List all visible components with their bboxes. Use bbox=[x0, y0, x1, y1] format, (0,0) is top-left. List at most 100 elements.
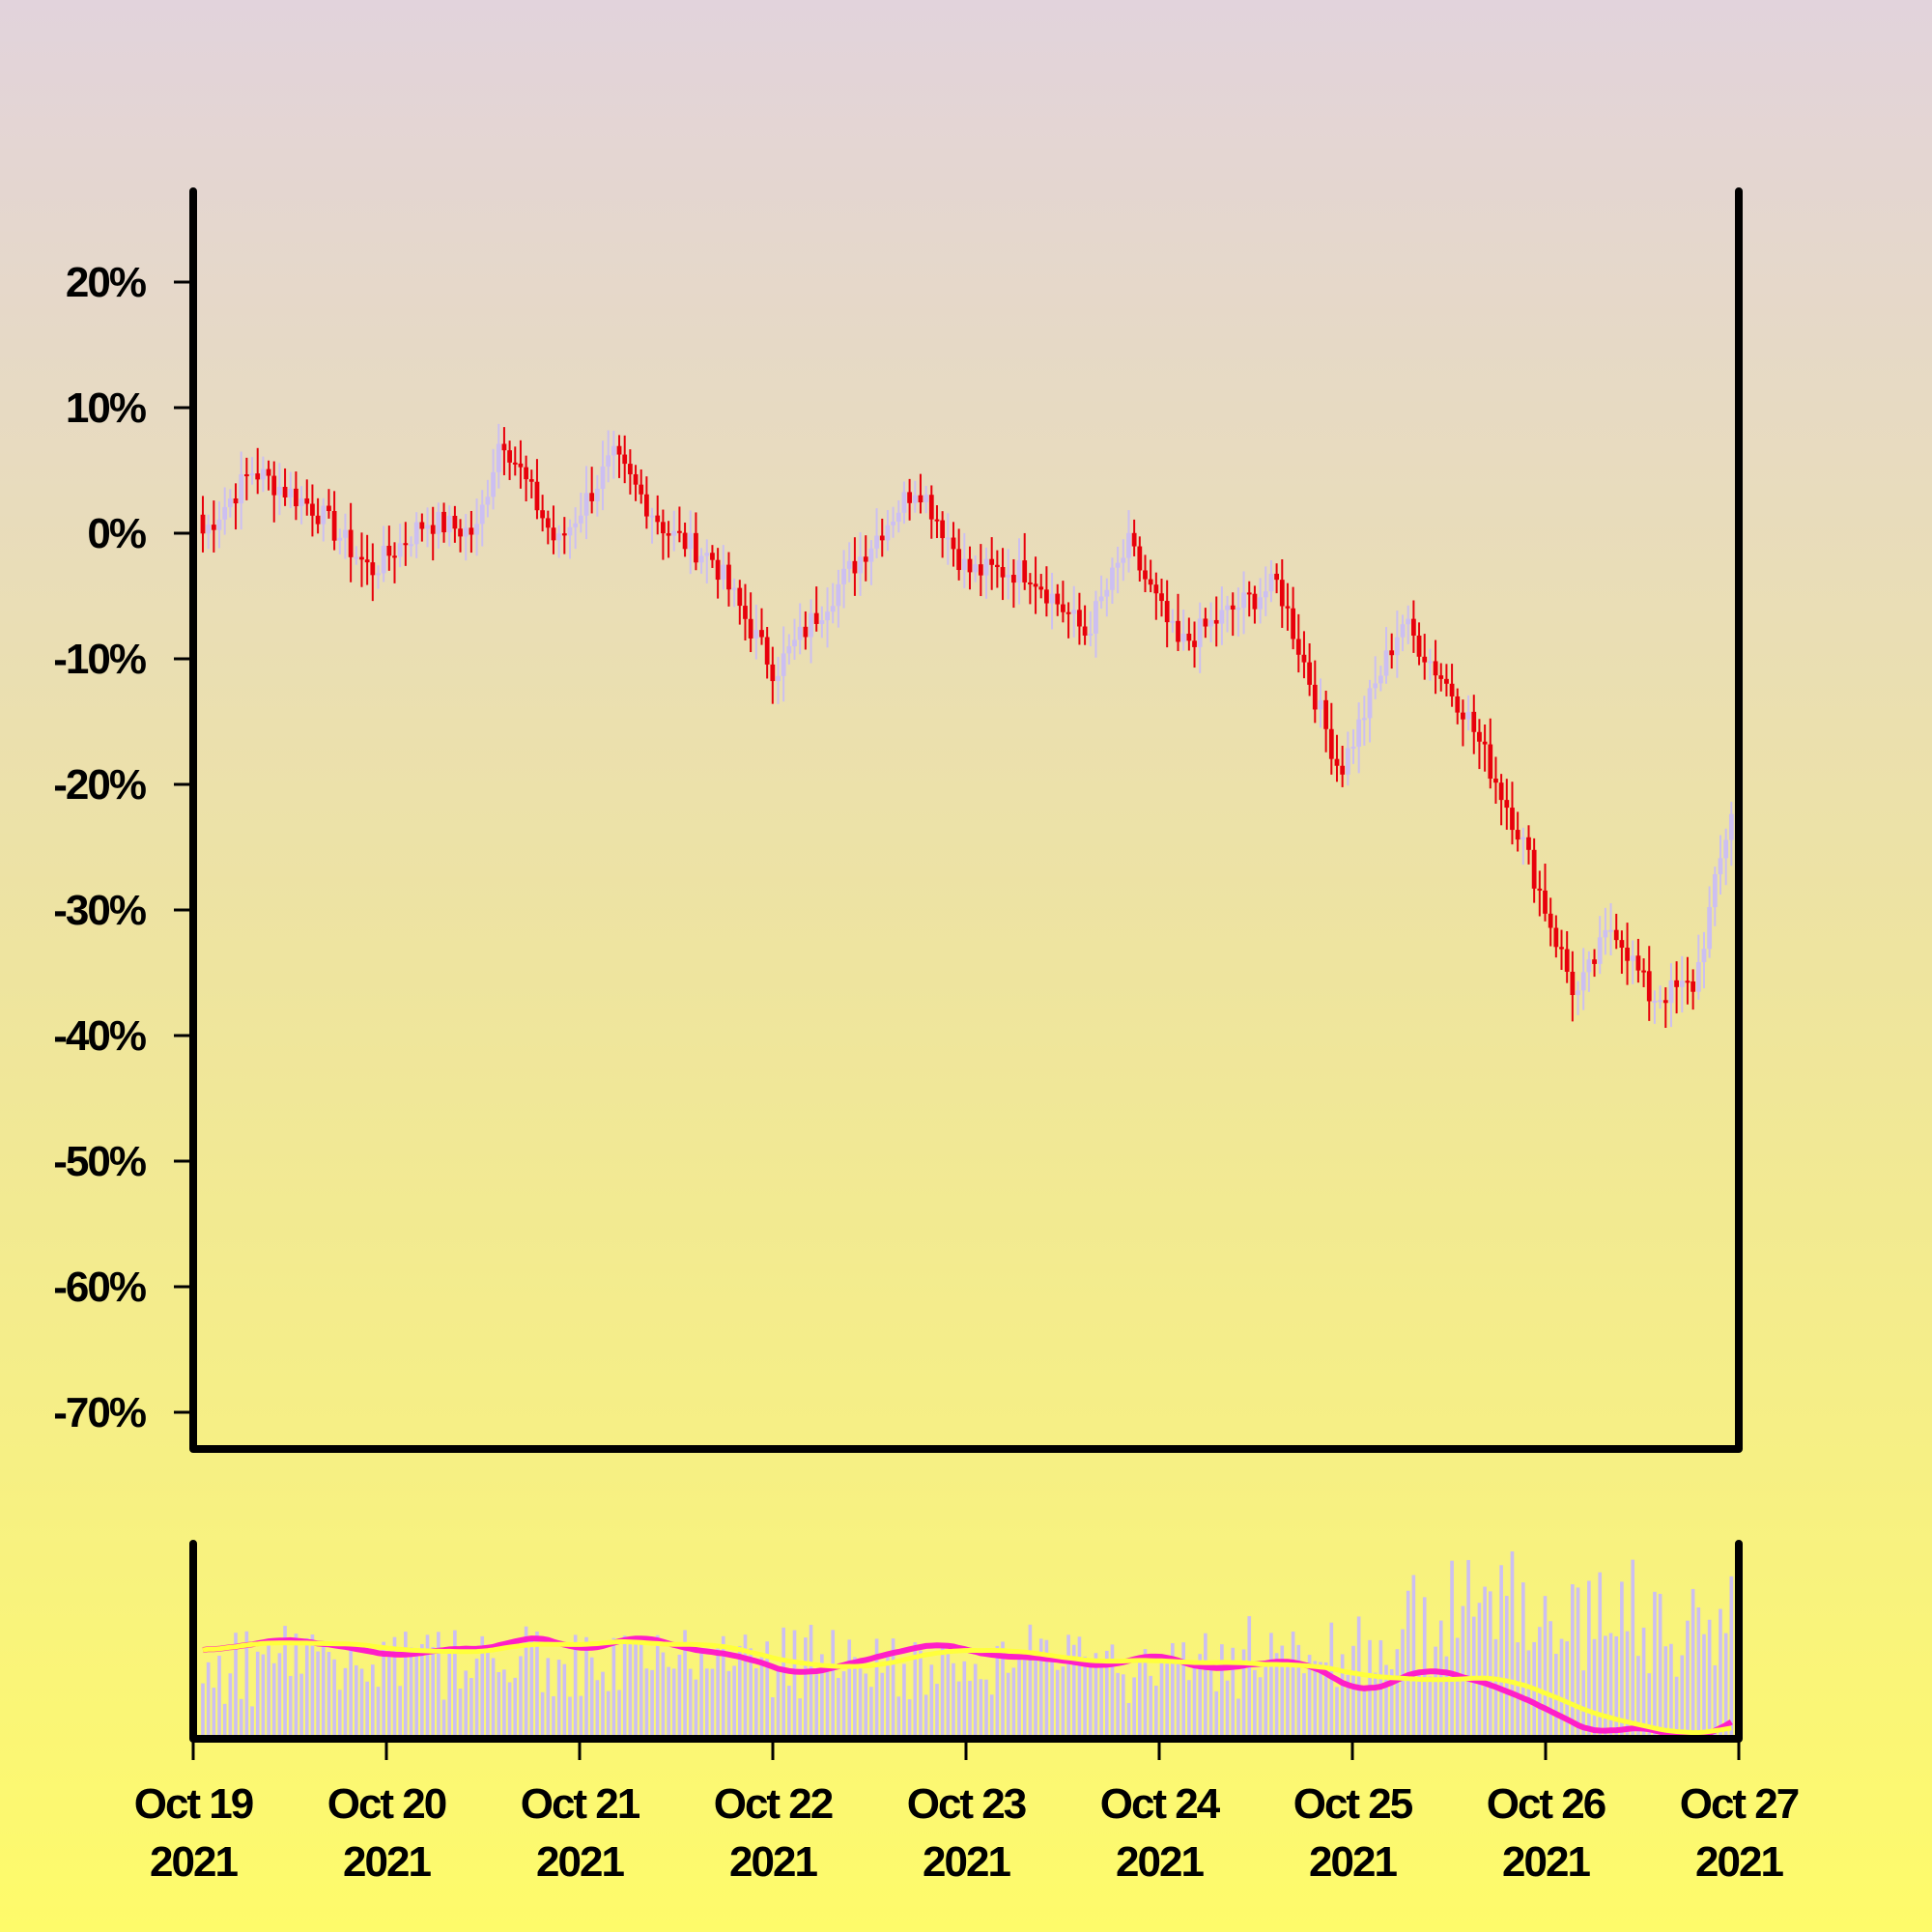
volume-bar bbox=[354, 1664, 358, 1735]
volume-bar bbox=[437, 1632, 440, 1735]
candle-body bbox=[1061, 604, 1065, 612]
candle-body bbox=[1394, 637, 1400, 656]
volume-bar bbox=[1028, 1624, 1033, 1735]
volume-bar bbox=[376, 1687, 381, 1735]
candle-body bbox=[392, 555, 397, 558]
candle-body bbox=[825, 611, 830, 621]
candle-body bbox=[1055, 593, 1061, 605]
candle-body bbox=[1493, 779, 1498, 783]
candle-body bbox=[518, 463, 524, 468]
volume-bar bbox=[1504, 1596, 1509, 1735]
candle-body bbox=[649, 515, 655, 518]
candle-body bbox=[803, 626, 809, 638]
candle-body bbox=[452, 515, 458, 529]
x-tick-label: Oct 21 bbox=[521, 1780, 640, 1828]
candle-body bbox=[403, 543, 409, 546]
volume-bar bbox=[677, 1654, 682, 1735]
candle-body bbox=[1192, 640, 1197, 647]
volume-bar bbox=[1483, 1586, 1487, 1735]
volume-bar bbox=[1614, 1635, 1619, 1735]
candle-body bbox=[704, 553, 710, 556]
x-tick-year: 2021 bbox=[343, 1838, 431, 1886]
volume-bar bbox=[217, 1655, 221, 1735]
candle-body bbox=[983, 558, 989, 576]
candle-body bbox=[507, 450, 512, 463]
candle-body bbox=[1028, 582, 1033, 584]
candle-body bbox=[737, 587, 743, 607]
candle-body bbox=[616, 445, 622, 455]
candle-body bbox=[1465, 711, 1471, 720]
volume-bar bbox=[952, 1662, 955, 1735]
volume-bar bbox=[1384, 1664, 1388, 1735]
volume-bar bbox=[929, 1664, 934, 1735]
candle-body bbox=[1180, 633, 1186, 642]
candle-body bbox=[573, 523, 579, 527]
volume-bar bbox=[1729, 1576, 1734, 1735]
x-tick-label: Oct 23 bbox=[907, 1780, 1026, 1828]
volume-bar bbox=[1258, 1677, 1263, 1735]
volume-bar bbox=[414, 1656, 419, 1735]
candle-body bbox=[1625, 948, 1630, 961]
candle-body bbox=[578, 515, 583, 524]
candle-body bbox=[266, 469, 271, 476]
volume-bar bbox=[332, 1659, 336, 1735]
y-tick-label: 0% bbox=[87, 510, 145, 557]
volume-bar bbox=[1159, 1662, 1164, 1735]
candle-body bbox=[1153, 584, 1159, 594]
candle-body bbox=[1383, 650, 1389, 676]
candle-body bbox=[206, 525, 212, 534]
volume-bar bbox=[809, 1625, 813, 1735]
volume-bar bbox=[1181, 1642, 1186, 1735]
candle-body bbox=[458, 528, 463, 537]
volume-bar bbox=[650, 1669, 654, 1735]
candle-body bbox=[1416, 635, 1422, 657]
candle-body bbox=[1252, 593, 1258, 610]
volume-bar bbox=[1187, 1680, 1191, 1735]
candle-body bbox=[901, 492, 907, 513]
candle-body bbox=[627, 464, 633, 474]
candle-body bbox=[1646, 971, 1652, 1002]
candle-body bbox=[239, 474, 244, 504]
volume-bar bbox=[1176, 1661, 1180, 1735]
volume-bar bbox=[1208, 1668, 1213, 1735]
candle-body bbox=[261, 469, 266, 480]
x-tick-label: Oct 27 bbox=[1680, 1780, 1799, 1828]
candle-body bbox=[1537, 888, 1543, 891]
volume-bar bbox=[688, 1668, 693, 1735]
volume-bar bbox=[1319, 1662, 1322, 1735]
candle-body bbox=[1449, 683, 1455, 696]
volume-bar bbox=[502, 1669, 506, 1735]
volume-bar bbox=[234, 1633, 238, 1735]
candle-body bbox=[545, 518, 551, 528]
volume-bar bbox=[1066, 1634, 1070, 1735]
volume-bar bbox=[1389, 1669, 1394, 1735]
volume-bar bbox=[1011, 1667, 1016, 1735]
volume-bar bbox=[595, 1680, 600, 1735]
volume-bar bbox=[1110, 1644, 1115, 1735]
candle-body bbox=[409, 544, 413, 547]
candle-body bbox=[776, 675, 781, 682]
volume-bar bbox=[1286, 1662, 1290, 1735]
volume-bar bbox=[913, 1642, 918, 1735]
volume-bar bbox=[201, 1683, 205, 1735]
volume-bar bbox=[973, 1663, 978, 1735]
candle-body bbox=[600, 466, 606, 490]
candle-body bbox=[463, 527, 469, 537]
candle-body bbox=[376, 573, 381, 576]
candle-body bbox=[1049, 593, 1055, 604]
candle-body bbox=[1159, 593, 1164, 602]
volume-bar bbox=[1686, 1620, 1690, 1735]
candle-body bbox=[1000, 567, 1006, 578]
volume-bar bbox=[387, 1651, 391, 1735]
candle-body bbox=[1685, 980, 1690, 983]
volume-bar bbox=[1038, 1638, 1043, 1735]
candle-body bbox=[589, 493, 595, 501]
candle-body bbox=[961, 558, 967, 571]
volume-bar bbox=[228, 1673, 233, 1735]
volume-bar bbox=[753, 1668, 758, 1735]
volume-bar bbox=[1636, 1656, 1640, 1735]
candle-body bbox=[496, 443, 501, 472]
candle-body bbox=[1143, 570, 1148, 580]
volume-bar bbox=[425, 1634, 430, 1735]
